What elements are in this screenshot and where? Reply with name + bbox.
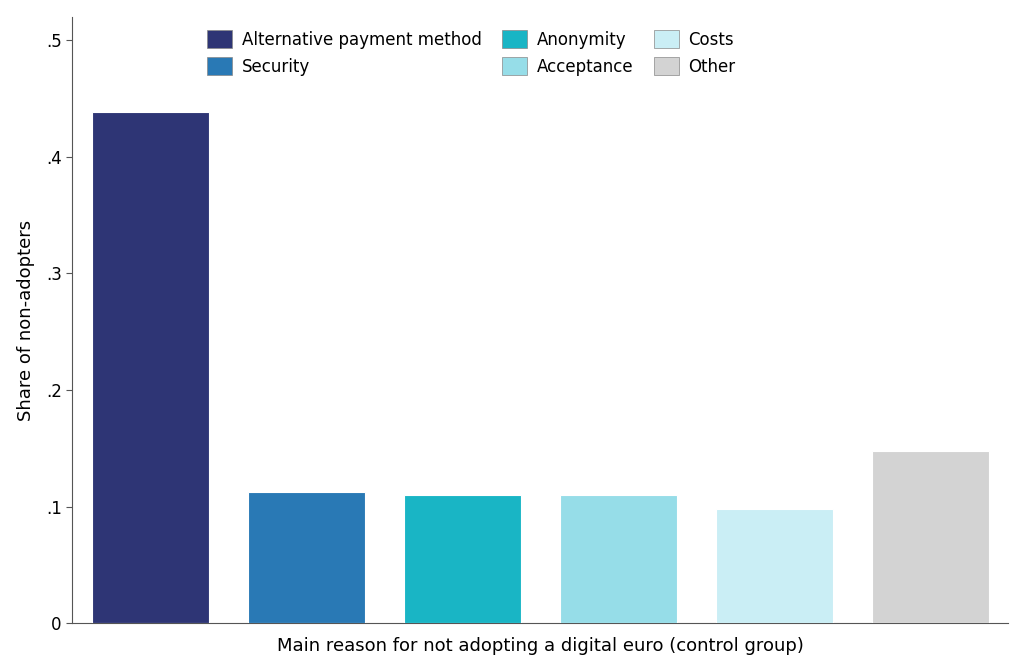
Y-axis label: Share of non-adopters: Share of non-adopters bbox=[16, 220, 35, 421]
Bar bbox=[248, 492, 365, 624]
X-axis label: Main reason for not adopting a digital euro (control group): Main reason for not adopting a digital e… bbox=[277, 637, 804, 655]
Bar bbox=[560, 495, 677, 624]
Bar bbox=[715, 509, 832, 624]
Bar bbox=[872, 451, 989, 624]
Legend: Alternative payment method, Security, Anonymity, Acceptance, Costs, Other: Alternative payment method, Security, An… bbox=[202, 25, 741, 81]
Bar bbox=[404, 495, 521, 624]
Bar bbox=[91, 112, 209, 624]
